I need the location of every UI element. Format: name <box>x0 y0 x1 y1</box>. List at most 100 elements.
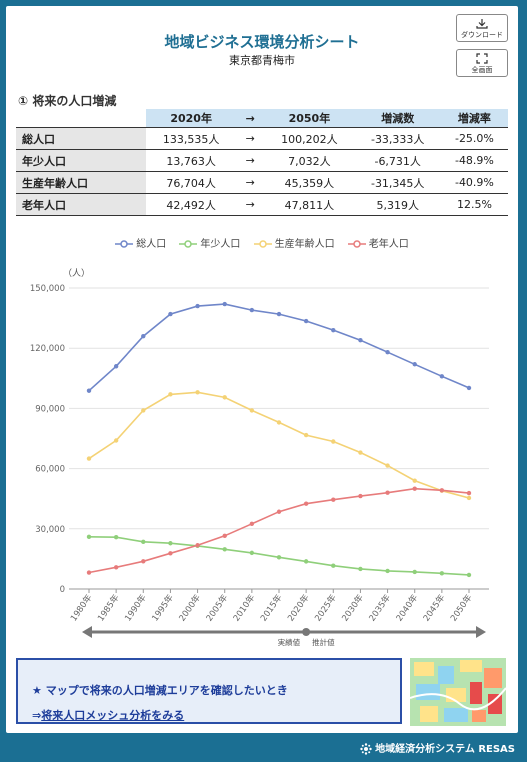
cell-rate: 12.5% <box>440 193 508 216</box>
data-point-2 <box>113 438 119 443</box>
table-header-2050: 2050年 <box>264 109 355 128</box>
legend-label-working: 生産年齢人口 <box>274 239 335 250</box>
cell-arrow: → <box>236 149 265 172</box>
x-tick-label: 2025年 <box>312 592 339 623</box>
legend-label-youth: 年少人口 <box>200 239 241 250</box>
mesh-analysis-link[interactable]: 将来人口メッシュ分析をみる <box>41 709 185 722</box>
legend-label-total: 総人口 <box>136 239 167 250</box>
y-tick-label: 30,000 <box>35 525 65 535</box>
table-row: 総人口 133,535人 → 100,202人 -33,333人 -25.0% <box>16 127 508 150</box>
data-point-0 <box>195 303 200 309</box>
data-point-3 <box>358 493 363 499</box>
data-point-1 <box>276 555 282 560</box>
data-point-0 <box>303 318 309 324</box>
data-point-2 <box>303 432 309 438</box>
data-point-2 <box>385 463 390 468</box>
y-tick-label: 0 <box>60 585 65 595</box>
cell-diff: 5,319人 <box>354 193 441 216</box>
table-header-2020: 2020年 <box>146 109 237 128</box>
data-point-1 <box>412 569 417 575</box>
legend-swatch-working <box>253 240 272 248</box>
data-point-3 <box>385 490 390 495</box>
x-tick-label: 2010年 <box>231 592 258 623</box>
download-icon <box>476 19 488 29</box>
cell-2020: 133,535人 <box>146 127 237 150</box>
data-point-0 <box>331 327 336 333</box>
mesh-map-thumbnail[interactable] <box>410 658 506 726</box>
data-point-2 <box>86 456 92 461</box>
data-point-1 <box>385 568 390 574</box>
cell-arrow: → <box>236 193 265 216</box>
data-point-1 <box>222 547 227 552</box>
mesh-link-prefix: ⇒ <box>32 709 42 722</box>
footer-brand: 地域経済分析システム RESAS <box>360 740 515 755</box>
cell-2050: 47,811人 <box>264 193 355 216</box>
page-title: 地域ビジネス環境分析シート <box>164 33 360 51</box>
table-header-rate: 増減率 <box>440 109 508 128</box>
table-header-row: 2020年 → 2050年 増減数 増減率 <box>16 109 508 128</box>
data-point-3 <box>141 559 146 564</box>
period-arrow-right <box>476 626 486 638</box>
y-tick-label: 60,000 <box>35 465 65 475</box>
cell-rate: -25.0% <box>440 127 508 150</box>
cell-diff: -6,731人 <box>354 149 441 172</box>
fullscreen-button[interactable]: 全画面 <box>456 49 508 77</box>
data-point-3 <box>113 565 119 570</box>
data-point-3 <box>168 551 173 556</box>
legend-item-total[interactable]: 総人口 <box>115 235 166 250</box>
y-axis-label: （人） <box>63 268 90 279</box>
footer-brand-text: 地域経済分析システム RESAS <box>375 744 515 755</box>
page-subtitle: 東京都青梅市 <box>229 54 295 67</box>
legend-swatch-total <box>115 240 134 248</box>
mesh-link-line: ⇒将来人口メッシュ分析をみる <box>32 707 184 723</box>
data-point-1 <box>249 550 255 556</box>
period-divider-dot <box>302 628 311 636</box>
data-point-2 <box>331 439 336 444</box>
x-tick-label: 2005年 <box>204 592 231 623</box>
data-point-2 <box>466 495 472 501</box>
cell-2050: 100,202人 <box>264 127 355 150</box>
y-tick-label: 150,000 <box>30 284 65 294</box>
data-point-0 <box>439 374 445 379</box>
mesh-hint-text: ★ マップで将来の人口増減エリアを確認したいとき <box>32 684 288 697</box>
projected-label: 推計値 <box>312 637 335 647</box>
download-button[interactable]: ダウンロード <box>456 14 508 42</box>
data-point-3 <box>249 521 255 526</box>
actual-label: 実績値 <box>278 637 301 647</box>
cell-arrow: → <box>236 127 265 150</box>
table-row: 年少人口 13,763人 → 7,032人 -6,731人 -48.9% <box>16 149 508 172</box>
legend-item-elderly[interactable]: 老年人口 <box>347 235 409 250</box>
mesh-analysis-box: ★ マップで将来の人口増減エリアを確認したいとき ⇒将来人口メッシュ分析をみる <box>16 658 402 724</box>
x-tick-label: 2040年 <box>394 592 421 623</box>
row-label: 生産年齢人口 <box>16 171 146 194</box>
x-tick-label: 1980年 <box>68 592 95 623</box>
x-tick-label: 2020年 <box>285 592 312 623</box>
data-point-1 <box>439 571 445 576</box>
table-header-blank <box>16 109 146 128</box>
legend-swatch-youth <box>179 240 198 248</box>
cell-rate: -48.9% <box>440 149 508 172</box>
data-point-1 <box>303 559 309 564</box>
data-point-3 <box>331 497 336 502</box>
fullscreen-icon <box>476 53 488 64</box>
data-point-2 <box>276 420 282 425</box>
data-point-0 <box>412 362 417 367</box>
resas-logo-icon <box>360 743 372 755</box>
data-point-0 <box>141 333 146 339</box>
legend-item-working[interactable]: 生産年齢人口 <box>253 235 335 250</box>
row-label: 老年人口 <box>16 193 146 216</box>
data-point-3 <box>303 501 309 506</box>
data-point-1 <box>358 566 363 572</box>
row-label: 総人口 <box>16 127 146 150</box>
legend-item-youth[interactable]: 年少人口 <box>179 235 240 250</box>
data-point-2 <box>141 408 146 413</box>
data-point-0 <box>385 350 390 355</box>
y-tick-label: 90,000 <box>35 404 65 414</box>
data-point-2 <box>412 478 417 483</box>
data-point-0 <box>113 364 119 369</box>
data-point-1 <box>168 541 173 546</box>
data-point-2 <box>168 392 173 397</box>
row-label: 年少人口 <box>16 149 146 172</box>
series-line-0 <box>88 303 470 392</box>
data-point-0 <box>222 301 227 307</box>
